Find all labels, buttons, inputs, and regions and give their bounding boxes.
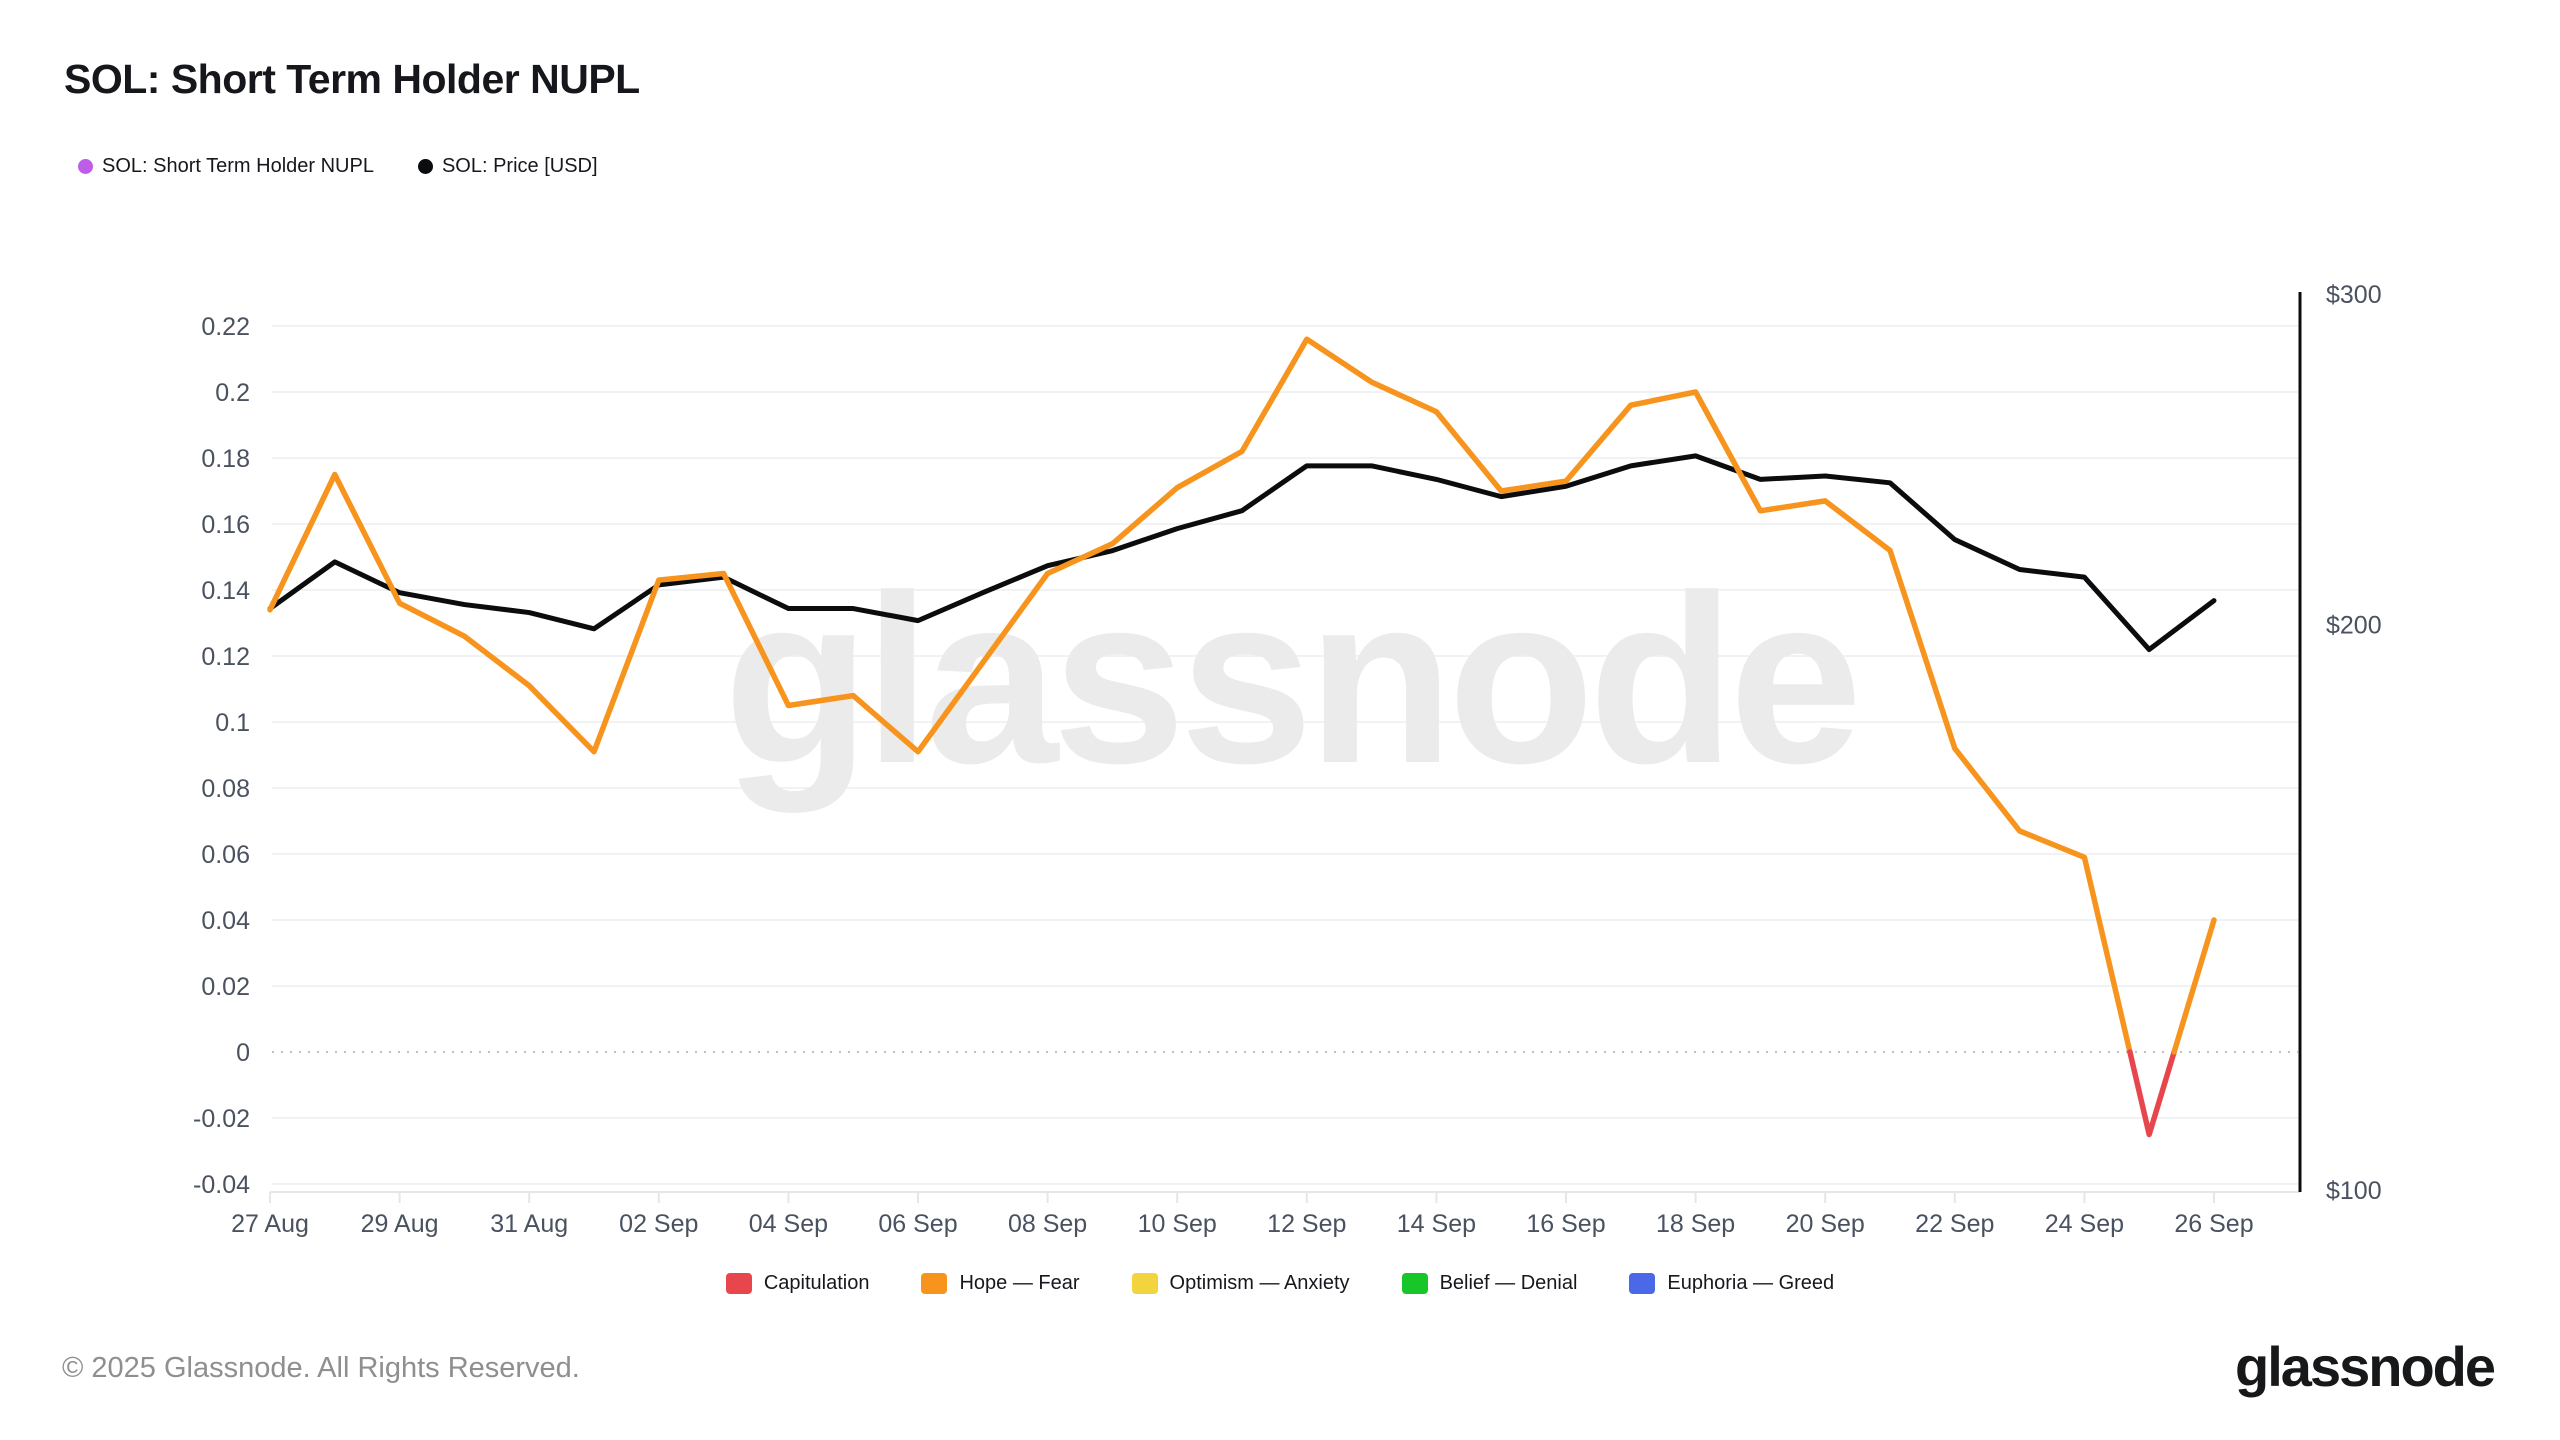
svg-text:04 Sep: 04 Sep: [749, 1210, 828, 1238]
svg-text:0.04: 0.04: [201, 907, 250, 935]
euphoria-greed-swatch-icon: [1629, 1273, 1656, 1294]
svg-text:18 Sep: 18 Sep: [1656, 1210, 1735, 1238]
band-euphoria-greed: Euphoria — Greed: [1629, 1272, 1834, 1295]
svg-text:-0.04: -0.04: [193, 1171, 250, 1199]
svg-text:0: 0: [236, 1039, 250, 1067]
price-line: [267, 453, 2217, 653]
price-series-dot-icon: [417, 159, 433, 174]
svg-text:0.18: 0.18: [201, 445, 250, 473]
svg-text:16 Sep: 16 Sep: [1526, 1210, 1605, 1238]
band-hope-fear: Hope — Fear: [921, 1272, 1080, 1295]
glassnode-logo: glassnode: [2235, 1335, 2496, 1398]
copyright-text: © 2025 Glassnode. All Rights Reserved.: [62, 1352, 580, 1384]
svg-text:29 Aug: 29 Aug: [361, 1210, 439, 1238]
hope-fear-swatch-icon: [921, 1273, 948, 1294]
svg-text:$100: $100: [2326, 1177, 2382, 1205]
glassnode-watermark: glassnode: [724, 545, 1857, 813]
legend-item-nupl[interactable]: SOL: Short Term Holder NUPL: [78, 155, 374, 178]
band-belief-denial: Belief — Denial: [1401, 1272, 1577, 1295]
belief-denial-swatch-icon: [1401, 1273, 1428, 1294]
svg-text:0.08: 0.08: [201, 775, 250, 803]
bands-legend: Capitulation Hope — Fear Optimism — Anxi…: [0, 1272, 2560, 1295]
svg-text:0.12: 0.12: [201, 643, 250, 671]
svg-text:0.1: 0.1: [215, 709, 250, 737]
svg-text:$200: $200: [2326, 612, 2382, 640]
page-title: SOL: Short Term Holder NUPL: [64, 56, 640, 102]
nupl-line-segment: [2171, 917, 2217, 1055]
band-capitulation: Capitulation: [725, 1272, 869, 1295]
svg-text:0.16: 0.16: [201, 511, 250, 539]
svg-text:14 Sep: 14 Sep: [1397, 1210, 1476, 1238]
svg-text:12 Sep: 12 Sep: [1267, 1210, 1346, 1238]
legend-item-price[interactable]: SOL: Price [USD]: [417, 155, 598, 178]
svg-text:06 Sep: 06 Sep: [878, 1210, 957, 1238]
nupl-series-dot-icon: [78, 159, 93, 174]
svg-text:0.14: 0.14: [201, 577, 250, 605]
optimism-anxiety-swatch-icon: [1131, 1273, 1158, 1294]
svg-text:0.2: 0.2: [215, 379, 250, 407]
svg-text:$300: $300: [2326, 281, 2382, 309]
nupl-line-capitulation-segment: [2127, 1049, 2177, 1138]
svg-text:0.06: 0.06: [201, 841, 250, 869]
svg-text:10 Sep: 10 Sep: [1138, 1210, 1217, 1238]
svg-text:-0.02: -0.02: [193, 1105, 250, 1133]
svg-text:26 Sep: 26 Sep: [2174, 1210, 2253, 1238]
legend-item-nupl-label: SOL: Short Term Holder NUPL: [102, 155, 374, 177]
legend-item-price-label: SOL: Price [USD]: [441, 155, 598, 177]
svg-text:24 Sep: 24 Sep: [2045, 1210, 2124, 1238]
band-optimism-anxiety: Optimism — Anxiety: [1131, 1272, 1350, 1295]
svg-text:0.02: 0.02: [201, 973, 250, 1001]
svg-text:27 Aug: 27 Aug: [231, 1210, 309, 1238]
svg-text:31 Aug: 31 Aug: [490, 1210, 568, 1238]
nupl-line-segment: [267, 336, 2133, 1055]
svg-text:0.22: 0.22: [201, 313, 250, 341]
svg-text:22 Sep: 22 Sep: [1915, 1210, 1994, 1238]
capitulation-swatch-icon: [725, 1273, 752, 1294]
series-legend: SOL: Short Term Holder NUPL SOL: Price […: [78, 155, 598, 178]
svg-text:08 Sep: 08 Sep: [1008, 1210, 1087, 1238]
svg-text:02 Sep: 02 Sep: [619, 1210, 698, 1238]
svg-text:20 Sep: 20 Sep: [1786, 1210, 1865, 1238]
